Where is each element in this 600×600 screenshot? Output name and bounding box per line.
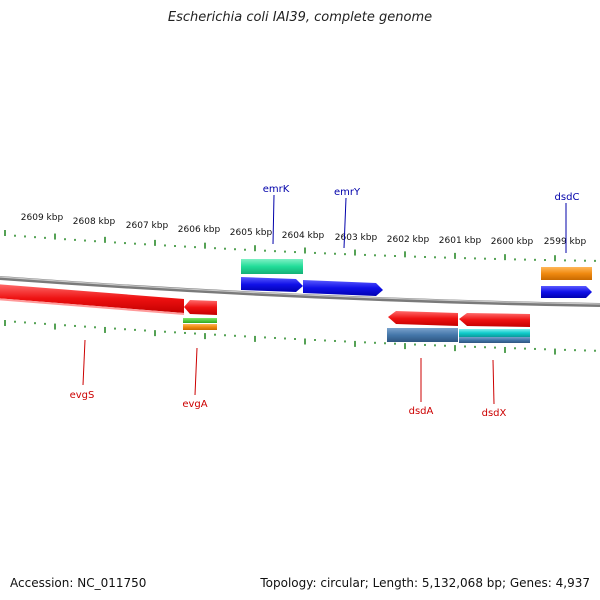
ruler-labels: 2609 kbp 2608 kbp 2607 kbp 2606 kbp 2605… — [21, 213, 587, 247]
genome-summary-text: Topology: circular; Length: 5,132,068 bp… — [260, 576, 590, 590]
genome-backbone-highlight — [0, 276, 600, 305]
gene-evgA[interactable] — [184, 300, 217, 315]
ruler-label-2601: 2601 kbp — [439, 236, 482, 246]
ruler-label-2600: 2600 kbp — [491, 237, 534, 247]
accession-text: Accession: NC_011750 — [10, 576, 147, 590]
gene-dsdC[interactable] — [541, 286, 592, 298]
ruler-label-2607: 2607 kbp — [126, 221, 169, 231]
features-reverse-strand — [0, 284, 530, 343]
features-forward-strand — [241, 259, 592, 298]
ruler-label-2608: 2608 kbp — [73, 217, 116, 227]
ruler-ticks-bottom — [4, 320, 596, 355]
feature-dsdX-steel[interactable] — [459, 337, 530, 343]
gene-evgS[interactable] — [0, 284, 184, 313]
genome-title: Escherichia coli IAI39, complete genome — [167, 10, 433, 25]
gene-evgS-shadow — [0, 298, 184, 315]
label-evgS[interactable]: evgS — [70, 390, 95, 401]
feature-dsdA-steel[interactable] — [387, 328, 458, 342]
ruler-label-2599: 2599 kbp — [544, 237, 587, 247]
leader-emrK — [272, 194, 275, 245]
leader-emrY — [343, 197, 347, 249]
ruler-ticks-top — [4, 230, 596, 262]
feature-dsdC-orange[interactable] — [541, 267, 592, 280]
label-emrY[interactable]: emrY — [334, 187, 361, 198]
label-dsdC[interactable]: dsdC — [555, 192, 580, 203]
ruler-label-2606: 2606 kbp — [178, 225, 221, 235]
genome-backbone — [0, 276, 600, 307]
label-emrK[interactable]: emrK — [263, 184, 290, 195]
leader-lines — [82, 194, 567, 405]
feature-evgA-green[interactable] — [183, 318, 217, 323]
label-dsdA[interactable]: dsdA — [409, 406, 434, 417]
leader-dsdX — [492, 359, 495, 405]
gene-emrK[interactable] — [241, 277, 303, 292]
leader-evgA — [194, 347, 198, 396]
ruler-label-2604: 2604 kbp — [282, 231, 325, 241]
ruler-label-2609: 2609 kbp — [21, 213, 64, 223]
ruler-label-2602: 2602 kbp — [387, 235, 430, 245]
feature-dsdX-cyan[interactable] — [459, 329, 530, 337]
gene-dsdA[interactable] — [388, 311, 458, 326]
gene-dsdX[interactable] — [459, 313, 530, 327]
gene-labels: emrK emrY dsdC evgS evgA dsdA dsdX — [70, 184, 580, 419]
feature-evgA-orange[interactable] — [183, 324, 217, 330]
ruler-label-2603: 2603 kbp — [335, 233, 378, 243]
ruler-label-2605: 2605 kbp — [230, 228, 273, 238]
label-dsdX[interactable]: dsdX — [482, 408, 507, 419]
leader-evgS — [82, 339, 86, 386]
gene-emrY[interactable] — [303, 280, 383, 296]
feature-emrK-green[interactable] — [241, 259, 303, 274]
label-evgA[interactable]: evgA — [182, 399, 207, 410]
